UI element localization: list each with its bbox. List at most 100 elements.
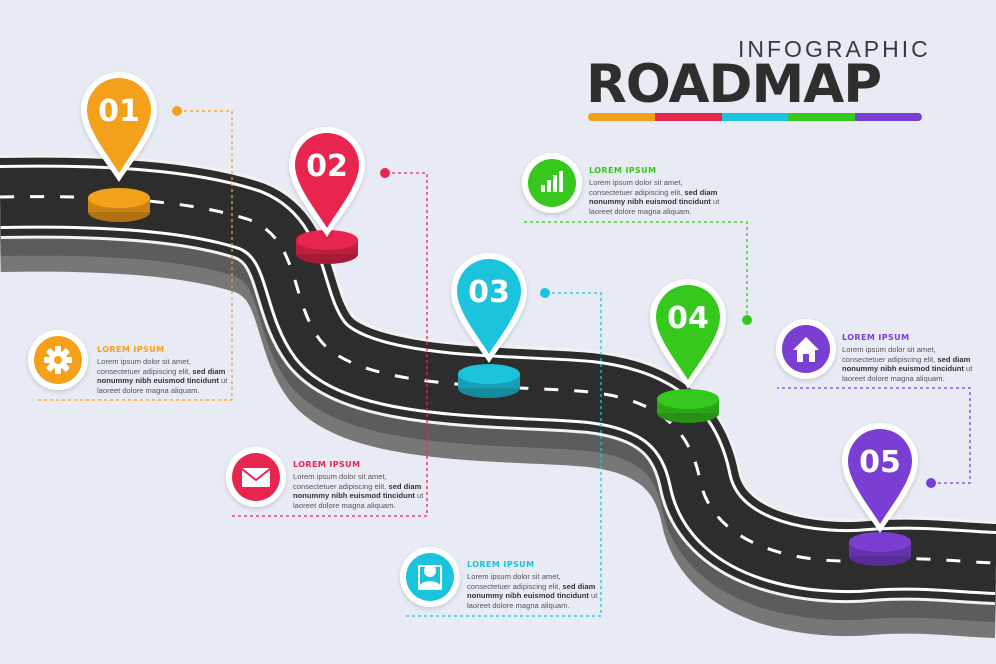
step-line-bold: sed diam	[562, 581, 596, 591]
pin-base-top	[849, 532, 911, 552]
step-line: ut	[963, 364, 973, 374]
user-icon-badge	[400, 547, 460, 607]
gear-icon	[44, 346, 72, 374]
step-body: Lorem ipsum dolor sit amet, consectetuer…	[467, 572, 602, 610]
pin-number: 05	[859, 445, 901, 480]
pin-04: 04	[650, 279, 726, 423]
gear-icon-badge	[28, 330, 88, 390]
connector-dot-04	[742, 315, 752, 325]
step-line-bold: sed diam	[684, 187, 718, 197]
pin-02: 02	[289, 126, 365, 264]
step-text-05: LOREM IPSUM Lorem ipsum dolor sit amet, …	[842, 333, 977, 383]
connector-dot-02	[380, 168, 390, 178]
pin-body	[656, 285, 720, 380]
step-line: consectetuer adipiscing elit,	[467, 581, 563, 591]
title-bar-green	[788, 113, 856, 121]
envelope-icon-badge	[226, 447, 286, 507]
step-line: laoreet dolore magna aliquam.	[842, 373, 945, 383]
connector-dot-01	[172, 106, 182, 116]
step-line: laoreet dolore magna aliquam.	[589, 206, 692, 216]
step-line: ut	[218, 376, 228, 386]
bar-chart-icon-badge	[522, 153, 582, 213]
road-center-dashes	[0, 195, 996, 565]
bar-chart-icon	[541, 171, 563, 192]
user-icon	[418, 565, 442, 590]
step-text-04: LOREM IPSUM Lorem ipsum dolor sit amet, …	[589, 166, 724, 216]
title-color-bar	[588, 113, 922, 121]
pin-base-top	[458, 364, 520, 384]
step-line: Lorem ipsum dolor sit amet,	[589, 178, 683, 187]
title-bar-cyan	[721, 113, 789, 121]
pin-base-top	[657, 389, 719, 409]
step-line-bold: nonummy nibh euismod tincidunt	[97, 376, 219, 386]
pin-body	[848, 429, 912, 524]
pin-05: 05	[842, 423, 918, 566]
pin-body	[457, 259, 521, 354]
step-line: ut	[414, 491, 424, 501]
pin-number: 03	[468, 275, 510, 310]
connector-04	[523, 221, 748, 320]
home-icon-badge	[776, 319, 836, 379]
step-line: Lorem ipsum dolor sit amet,	[467, 572, 561, 581]
pin-body	[295, 133, 359, 228]
step-line: ut	[588, 591, 598, 601]
connector-dots	[172, 106, 936, 488]
step-body: Lorem ipsum dolor sit amet, consectetuer…	[293, 472, 428, 510]
icon-circles	[28, 153, 836, 607]
step-line: ut	[710, 197, 720, 207]
step-line: Lorem ipsum dolor sit amet,	[97, 357, 191, 366]
connector-02	[230, 172, 428, 517]
step-body: Lorem ipsum dolor sit amet, consectetuer…	[97, 357, 232, 395]
title-small: INFOGRAPHIC	[738, 36, 931, 62]
step-heading: LOREM IPSUM	[842, 333, 910, 342]
title-bar-orange	[588, 113, 655, 121]
connector-05	[777, 387, 971, 484]
step-heading: LOREM IPSUM	[589, 166, 657, 175]
connector-dot-03	[540, 288, 550, 298]
step-line: consectetuer adipiscing elit,	[97, 366, 193, 376]
pin-base-top	[88, 188, 150, 208]
pin-number: 01	[98, 94, 140, 129]
step-text-03: LOREM IPSUM Lorem ipsum dolor sit amet, …	[467, 560, 602, 610]
step-line-bold: nonummy nibh euismod tincidunt	[589, 197, 711, 207]
step-line-bold: nonummy nibh euismod tincidunt	[467, 591, 589, 601]
pin-number: 02	[306, 149, 348, 184]
step-heading: LOREM IPSUM	[293, 460, 361, 469]
step-line: laoreet dolore magna aliquam.	[467, 600, 570, 610]
step-line: Lorem ipsum dolor sit amet,	[842, 345, 936, 354]
connector-03	[403, 292, 602, 617]
pin-number: 04	[667, 301, 709, 336]
step-line: Lorem ipsum dolor sit amet,	[293, 472, 387, 481]
step-line: laoreet dolore magna aliquam.	[97, 385, 200, 395]
step-line: consectetuer adipiscing elit,	[842, 354, 938, 364]
pin-base-top	[296, 230, 358, 250]
step-line: consectetuer adipiscing elit,	[293, 481, 389, 491]
step-line-bold: sed diam	[937, 354, 971, 364]
step-body: Lorem ipsum dolor sit amet, consectetuer…	[842, 345, 977, 383]
title-big: ROADMAP	[586, 54, 882, 115]
step-line-bold: sed diam	[192, 366, 226, 376]
pins: 01 02 03 04 05	[81, 72, 918, 566]
pin-body	[87, 78, 151, 173]
pin-01: 01	[81, 72, 157, 222]
step-line: consectetuer adipiscing elit,	[589, 187, 685, 197]
title-bar-red	[654, 113, 722, 121]
step-line-bold: nonummy nibh euismod tincidunt	[842, 364, 964, 374]
step-text-02: LOREM IPSUM Lorem ipsum dolor sit amet, …	[293, 460, 428, 510]
step-line: laoreet dolore magna aliquam.	[293, 500, 396, 510]
road	[0, 154, 996, 638]
step-text-01: LOREM IPSUM Lorem ipsum dolor sit amet, …	[97, 345, 232, 395]
step-line-bold: nonummy nibh euismod tincidunt	[293, 491, 415, 501]
title-bar-purple	[855, 113, 922, 121]
pin-03: 03	[451, 253, 527, 398]
step-heading: LOREM IPSUM	[97, 345, 165, 354]
home-icon	[793, 337, 819, 362]
step-heading: LOREM IPSUM	[467, 560, 535, 569]
envelope-icon	[241, 468, 271, 487]
connector-01	[35, 110, 233, 401]
connectors	[35, 110, 971, 617]
step-line-bold: sed diam	[388, 481, 422, 491]
step-body: Lorem ipsum dolor sit amet, consectetuer…	[589, 178, 724, 216]
connector-dot-05	[926, 478, 936, 488]
